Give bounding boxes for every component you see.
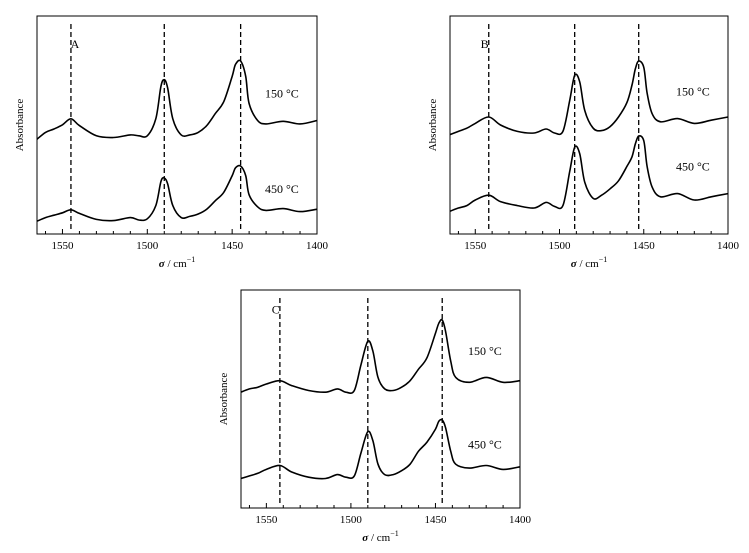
x-tick-label: 1450	[633, 240, 656, 252]
x-axis-symbol: σ	[159, 258, 166, 270]
x-axis-label: σ / cm−1	[362, 529, 398, 544]
x-axis-unit-exponent: −1	[187, 255, 196, 264]
x-axis-unit: / cm	[368, 532, 390, 544]
trace-label: 450 °C	[676, 159, 710, 173]
x-tick-label: 1450	[221, 240, 244, 252]
x-axis-unit-exponent: −1	[599, 255, 608, 264]
trace-label: 150 °C	[676, 84, 710, 98]
y-axis-label: Absorbance	[427, 99, 439, 152]
x-tick-label: 1400	[509, 514, 532, 526]
x-axis-symbol: σ	[571, 258, 578, 270]
x-tick-label: 1400	[717, 240, 740, 252]
trace-label: 450 °C	[265, 182, 299, 196]
plot-frame	[36, 15, 318, 235]
spectrum-trace	[36, 164, 318, 222]
y-axis-label: Absorbance	[218, 373, 230, 426]
spectrum-trace	[240, 418, 521, 480]
x-tick-label: 1400	[306, 240, 329, 252]
spectrum-trace	[449, 60, 729, 136]
x-axis-label: σ / cm−1	[159, 255, 195, 270]
panel-label: B	[481, 37, 489, 51]
spectrum-trace	[449, 135, 729, 212]
trace-label: 150 °C	[468, 344, 502, 358]
panel-label: C	[272, 302, 280, 316]
trace-label: 450 °C	[468, 438, 502, 452]
panel-c: 1550 1500 1450 1400 σ / cm−1 Absorbance C 150 °…	[218, 289, 532, 544]
trace-label: 150 °C	[265, 86, 299, 100]
x-axis-unit: / cm	[577, 258, 599, 270]
x-axis-unit: / cm	[165, 258, 187, 270]
x-axis-label: σ / cm−1	[571, 255, 607, 270]
x-tick-label: 1550	[255, 514, 278, 526]
plot-frame	[449, 15, 729, 235]
y-axis-label: Absorbance	[14, 99, 26, 152]
x-axis-symbol: σ	[362, 532, 369, 544]
x-tick-label: 1500	[340, 514, 363, 526]
spectrum-trace	[36, 59, 318, 140]
x-axis-unit-exponent: −1	[390, 529, 399, 538]
panel-label: A	[71, 37, 80, 51]
plot-frame	[240, 289, 521, 509]
x-tick-label: 1550	[464, 240, 487, 252]
panel-b: 1550 1500 1450 1400 σ / cm−1 Absorbance B 150 °…	[427, 15, 740, 270]
x-tick-label: 1450	[424, 514, 447, 526]
x-tick-label: 1500	[136, 240, 159, 252]
x-tick-label: 1550	[51, 240, 74, 252]
x-tick-label: 1500	[549, 240, 572, 252]
spectrum-trace	[240, 318, 521, 394]
panel-a: 1550 1500 1450 1400 σ / cm−1 Absorbance A 150 °…	[14, 15, 329, 270]
